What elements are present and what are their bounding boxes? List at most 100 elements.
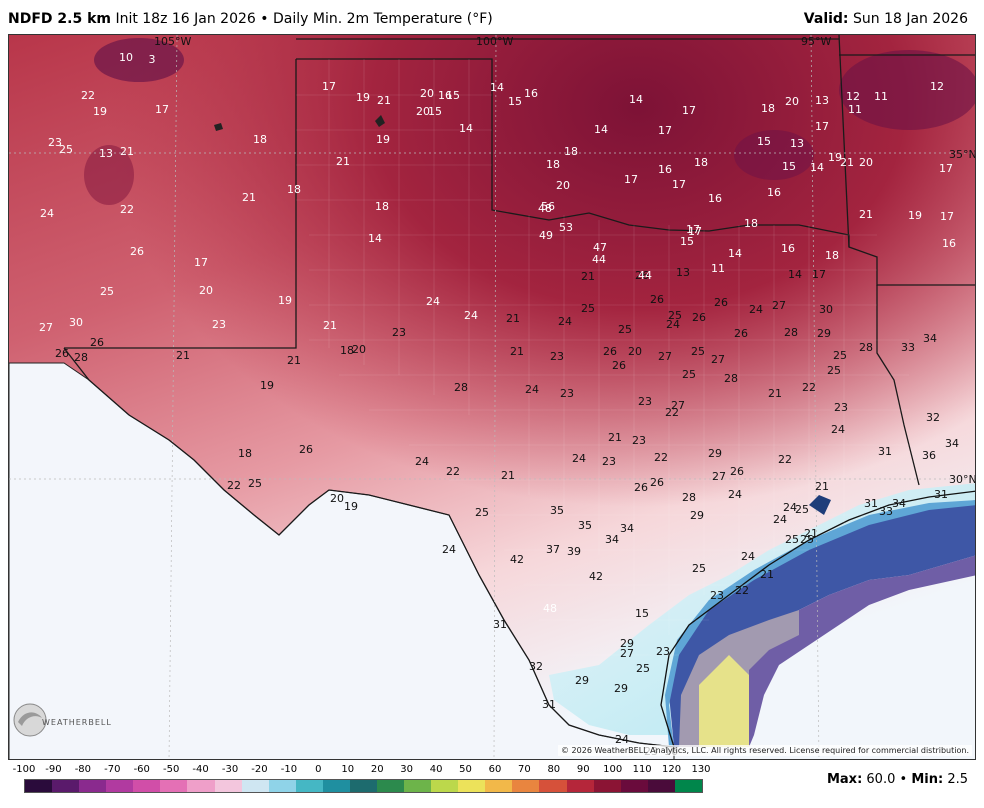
colorbar-ticks: -100 -90 -80 -70 -60 -50 -40 -30 -20 -10 0 10 20 30 40… bbox=[8, 764, 711, 778]
la-tx-border bbox=[876, 285, 920, 486]
colorbar-segment bbox=[458, 780, 486, 792]
temperature-value-label: 23 bbox=[656, 645, 670, 658]
temperature-value-label: 17 bbox=[194, 256, 208, 269]
colorbar-tick-label: -40 bbox=[192, 764, 209, 775]
colorbar-segment bbox=[133, 780, 161, 792]
temperature-value-label: 25 bbox=[785, 533, 799, 546]
max-value: 60.0 bbox=[866, 772, 896, 787]
temperature-value-label: 16 bbox=[767, 186, 781, 199]
temperature-value-label: 26 bbox=[650, 476, 664, 489]
temperature-value-label: 29 bbox=[817, 327, 831, 340]
temperature-value-label: 27 bbox=[772, 299, 786, 312]
temperature-value-label: 21 bbox=[287, 354, 301, 367]
colorbar-segment bbox=[674, 780, 702, 792]
temperature-value-label: 10 bbox=[119, 51, 133, 64]
temperature-value-label: 26 bbox=[612, 359, 626, 372]
temperature-value-label: 56 bbox=[541, 200, 555, 213]
temperature-value-label: 16 bbox=[438, 89, 452, 102]
temperature-value-label: 28 bbox=[784, 326, 798, 339]
temperature-value-label: 48 bbox=[538, 202, 552, 215]
temperature-value-label: 16 bbox=[781, 242, 795, 255]
colorbar-segment bbox=[106, 780, 134, 792]
temperature-value-label: 14 bbox=[728, 247, 742, 260]
temperature-value-label: 23 bbox=[550, 350, 564, 363]
temperature-value-label: 16 bbox=[708, 192, 722, 205]
temperature-value-label: 15 bbox=[446, 89, 460, 102]
temperature-value-label: 25 bbox=[475, 506, 489, 519]
lake bbox=[214, 123, 223, 131]
temperature-value-label: 21 bbox=[510, 345, 524, 358]
temperature-value-label: 24 bbox=[572, 452, 586, 465]
temperature-value-label: 20 bbox=[199, 284, 213, 297]
valid-label: Valid: bbox=[803, 11, 849, 27]
lon-label: 100°W bbox=[476, 35, 513, 48]
temperature-value-label: 20 bbox=[785, 95, 799, 108]
temperature-value-label: 11 bbox=[711, 262, 725, 275]
temperature-value-label: 25 bbox=[691, 345, 705, 358]
temperature-value-label: 15 bbox=[680, 235, 694, 248]
temperature-map[interactable]: 105°W 100°W 95°W 35°N 30°N 10 3 22 19 17 23 25… bbox=[8, 34, 976, 760]
temperature-value-label: 18 bbox=[825, 249, 839, 262]
temperature-value-label: 28 bbox=[74, 351, 88, 364]
temperature-value-label: 14 bbox=[459, 122, 473, 135]
model-name: NDFD 2.5 km bbox=[8, 11, 111, 27]
temperature-value-label: 21 bbox=[608, 431, 622, 444]
temperature-value-label: 44 bbox=[592, 253, 606, 266]
temperature-value-label: 15 bbox=[508, 95, 522, 108]
temperature-value-label: 24 bbox=[40, 207, 54, 220]
temperature-value-label: 15 bbox=[635, 607, 649, 620]
temperature-value-label: 17 bbox=[658, 124, 672, 137]
temperature-value-label: 21 bbox=[804, 527, 818, 540]
gulf-water-yellow bbox=[699, 655, 749, 747]
temperature-value-label: 22 bbox=[446, 465, 460, 478]
temperature-value-label: 20 bbox=[352, 343, 366, 356]
temperature-value-label: 22 bbox=[665, 406, 679, 419]
valid-date: Sun 18 Jan 2026 bbox=[852, 11, 968, 27]
colorbar-tick-label: 120 bbox=[662, 764, 682, 775]
temperature-value-label: 35 bbox=[550, 504, 564, 517]
colorbar-segment bbox=[214, 780, 242, 792]
temperature-value-label: 17 bbox=[624, 173, 638, 186]
temperature-value-label: 24 bbox=[525, 383, 539, 396]
logo-text: WEATHERBELL bbox=[42, 718, 112, 727]
temperature-value-label: 42 bbox=[589, 570, 603, 583]
county-lines bbox=[296, 59, 909, 656]
colorbar-tick-label: 30 bbox=[400, 764, 414, 775]
temperature-value-label: 29 bbox=[620, 637, 634, 650]
temperature-value-label: 14 bbox=[788, 268, 802, 281]
cold-spot bbox=[94, 38, 184, 82]
temperature-value-label: 20 bbox=[628, 345, 642, 358]
colorbar-tick-label: -20 bbox=[251, 764, 268, 775]
temperature-value-label: 22 bbox=[81, 89, 95, 102]
temperature-value-label: 17 bbox=[682, 104, 696, 117]
temperature-value-label: 24 bbox=[615, 733, 629, 746]
temperature-value-label: 20 bbox=[330, 492, 344, 505]
temperature-value-label: 22 bbox=[778, 453, 792, 466]
temperature-value-label: 24 bbox=[741, 550, 755, 563]
temperature-value-label: 21 bbox=[242, 191, 256, 204]
colorbar-segment bbox=[160, 780, 188, 792]
temperature-value-label: 18 bbox=[340, 344, 354, 357]
temperature-value-label: 25 bbox=[636, 662, 650, 675]
temperature-value-label: 25 bbox=[248, 477, 262, 490]
lon-label: 95°W bbox=[801, 35, 831, 48]
temperature-value-label: 25 bbox=[833, 349, 847, 362]
temperature-value-label: 19 bbox=[828, 151, 842, 164]
colorbar-tick-label: 90 bbox=[576, 764, 590, 775]
temperature-value-label: 26 bbox=[635, 269, 649, 282]
temperature-value-label: 28 bbox=[682, 491, 696, 504]
cold-spot bbox=[839, 50, 975, 130]
colorbar-segment bbox=[404, 780, 432, 792]
temperature-value-label: 34 bbox=[892, 497, 906, 510]
temperature-value-label: 18 bbox=[253, 133, 267, 146]
temperature-value-label: 32 bbox=[529, 660, 543, 673]
temperature-value-label: 21 bbox=[815, 480, 829, 493]
temperature-value-label: 32 bbox=[926, 411, 940, 424]
temperature-value-label: 14 bbox=[629, 93, 643, 106]
temperature-value-label: 21 bbox=[501, 469, 515, 482]
temperature-value-label: 28 bbox=[724, 372, 738, 385]
temperature-value-label: 17 bbox=[686, 223, 700, 236]
temperature-value-label: 21 bbox=[120, 145, 134, 158]
state-borders bbox=[63, 35, 975, 748]
temperature-value-label: 25 bbox=[581, 302, 595, 315]
